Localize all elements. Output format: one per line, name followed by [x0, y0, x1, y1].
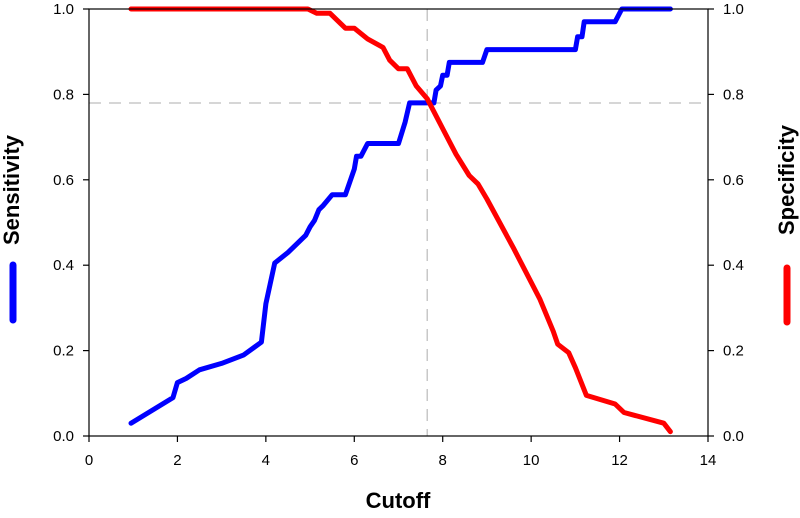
x-axis-ticks: 0 2 4 6 8 10 12 14: [85, 436, 717, 469]
right-y-tick-label: 0.0: [723, 428, 744, 445]
right-y-axis-ticks: 0.0 0.2 0.4 0.6 0.8 1.0: [708, 1, 744, 445]
left-y-axis-ticks: 0.0 0.2 0.4 0.6 0.8 1.0: [53, 1, 89, 445]
right-y-tick-label: 1.0: [723, 1, 744, 18]
left-y-tick-label: 0.6: [53, 172, 74, 189]
right-y-axis-title: Specificity: [774, 124, 799, 326]
right-y-tick-label: 0.2: [723, 343, 744, 360]
x-tick-label: 4: [262, 452, 270, 469]
right-y-tick-label: 0.8: [723, 86, 744, 103]
left-y-tick-label: 0.0: [53, 428, 74, 445]
left-y-tick-label: 1.0: [53, 1, 74, 18]
x-tick-label: 6: [350, 452, 358, 469]
reference-lines: [89, 9, 708, 436]
x-tick-label: 8: [439, 452, 447, 469]
x-axis-title: Cutoff: [366, 488, 431, 513]
right-y-tick-label: 0.6: [723, 172, 744, 189]
right-y-tick-label: 0.4: [723, 257, 744, 274]
x-tick-label: 0: [85, 452, 93, 469]
right-y-axis-title-text: Specificity: [774, 124, 799, 235]
x-tick-label: 12: [611, 452, 628, 469]
left-y-tick-label: 0.4: [53, 257, 74, 274]
sensitivity-line: [128, 6, 673, 426]
left-y-tick-label: 0.2: [53, 343, 74, 360]
series-layer: [128, 6, 673, 435]
x-tick-label: 14: [700, 452, 717, 469]
left-y-tick-label: 0.8: [53, 86, 74, 103]
specificity-line: [128, 6, 673, 435]
left-y-axis-title-text: Sensitivity: [0, 134, 24, 245]
plot-frame: [88, 8, 709, 437]
x-tick-label: 2: [173, 452, 181, 469]
x-tick-label: 10: [523, 452, 540, 469]
left-y-axis-title: Sensitivity: [0, 134, 24, 324]
